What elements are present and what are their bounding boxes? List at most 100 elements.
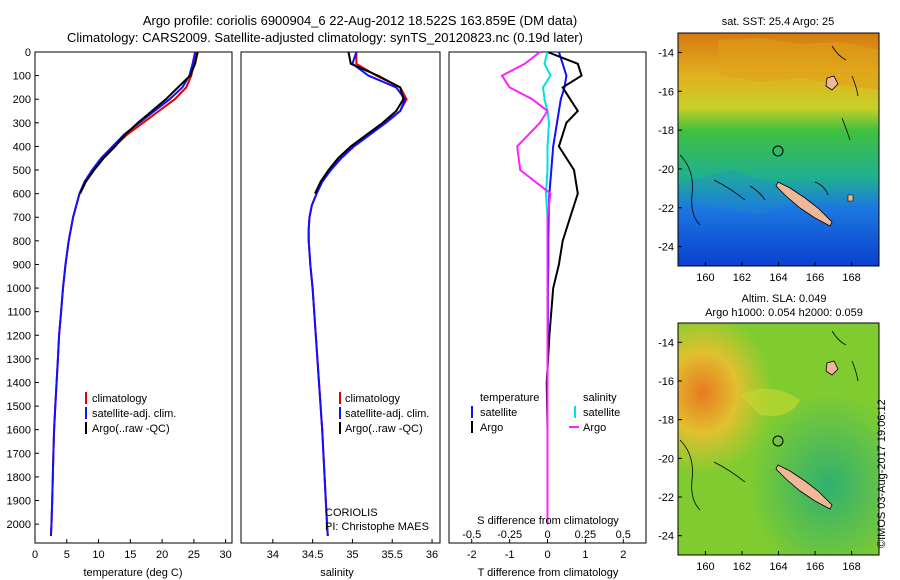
sla-map-title-line2: Argo h1000: 0.054 h2000: 0.059 [705, 307, 863, 319]
depth-tick-label: 1800 [7, 472, 31, 484]
depth-tick-label: 900 [13, 259, 31, 271]
x-tick-label: 15 [124, 549, 136, 561]
map-y-tick-label: -16 [658, 376, 674, 388]
t-difference-label: T difference from climatology [478, 567, 619, 579]
sla-low-patch [678, 323, 879, 555]
top-tick-label: 0.5 [616, 529, 631, 541]
depth-tick-label: 1300 [7, 354, 31, 366]
temperature-x-ticks: 0 5 10 15 20 25 30 [32, 539, 232, 561]
depth-tick-label: 0 [25, 47, 31, 59]
depth-tick-label: 800 [13, 236, 31, 248]
sla-map-ticks: 160 162 164 166 168 -14 -16 -18 -20 -22 -24 [658, 337, 861, 573]
salinity-x-ticks: 34 34.5 35 35.5 36 [267, 539, 438, 561]
figure-title-line2: Climatology: CARS2009. Satellite-adjuste… [67, 30, 583, 45]
difference-legend: temperature salinity satellite Argo sate… [471, 392, 620, 434]
sla-map-panel: Altim. SLA: 0.049 Argo h1000: 0.054 h200… [658, 293, 880, 573]
x-tick-label: 34.5 [302, 549, 323, 561]
legend-climatology-label: climatology [92, 393, 148, 405]
map-y-tick-label: -20 [658, 164, 674, 176]
argo-position-marker [772, 435, 784, 447]
temperature-xlabel: temperature (deg C) [83, 567, 182, 579]
series-line-temperature-satellite [546, 51, 568, 525]
top-tick-label: 0.25 [575, 529, 596, 541]
legend-climatology-label: climatology [345, 393, 401, 405]
map-x-tick-label: 164 [769, 272, 787, 284]
loyalty-island [847, 194, 854, 202]
depth-tick-label: 300 [13, 118, 31, 130]
depth-tick-label: 500 [13, 165, 31, 177]
new-caledonia-island [775, 181, 833, 227]
depth-tick-label: 2000 [7, 519, 31, 531]
depth-tick-label: 200 [13, 94, 31, 106]
x-tick-label: -2 [467, 549, 477, 561]
x-tick-label: 10 [92, 549, 104, 561]
salinity-xlabel: salinity [320, 567, 354, 579]
map-x-tick-label: 164 [769, 561, 787, 573]
sst-warm-patch [718, 38, 879, 90]
series-line-satellite-adj-clim- [307, 51, 407, 536]
salinity-legend: climatology satellite-adj. clim. Argo(..… [339, 392, 429, 435]
depth-tick-label: 1100 [7, 307, 31, 319]
top-tick-label: -0.5 [462, 529, 481, 541]
map-x-tick-label: 166 [806, 561, 824, 573]
s-difference-label: S difference from climatology [477, 515, 619, 527]
map-y-tick-label: -22 [658, 492, 674, 504]
x-tick-label: 34 [267, 549, 279, 561]
imos-timestamp: ©IMOS 03-Aug-2017 19:06:12 [876, 399, 888, 548]
map-y-tick-label: -24 [658, 242, 674, 254]
x-tick-label: 35 [346, 549, 358, 561]
map-y-tick-label: -24 [658, 531, 674, 543]
map-y-tick-label: -20 [658, 453, 674, 465]
new-caledonia-island [775, 464, 833, 510]
depth-tick-label: 1900 [7, 496, 31, 508]
temperature-panel: 0100200300400500600700800900100011001200… [7, 47, 233, 579]
map-x-tick-label: 162 [733, 561, 751, 573]
map-y-tick-label: -14 [658, 47, 674, 59]
legend-satellite-label: satellite-adj. clim. [92, 408, 176, 420]
x-tick-label: 20 [156, 549, 168, 561]
legend-salinity-satellite-label: satellite [583, 407, 620, 419]
difference-series [500, 51, 583, 525]
map-x-tick-label: 160 [696, 561, 714, 573]
depth-tick-label: 700 [13, 212, 31, 224]
legend-salinity-header: salinity [583, 392, 617, 404]
top-tick-label: -0.25 [497, 529, 522, 541]
temperature-legend: climatology satellite-adj. clim. Argo(..… [85, 392, 176, 435]
map-y-tick-label: -22 [658, 203, 674, 215]
depth-axis-ticks: 0 100 200 300 400 500 600 700 800 900 1000 1100 1200… [7, 47, 39, 531]
map-y-tick-label: -14 [658, 337, 674, 349]
x-tick-label: -1 [505, 549, 515, 561]
institution-label: CORIOLIS [325, 507, 378, 519]
depth-tick-label: 1200 [7, 330, 31, 342]
x-tick-label: 0 [32, 549, 38, 561]
map-x-tick-label: 166 [806, 272, 824, 284]
map-y-tick-label: -18 [658, 125, 674, 137]
series-line-temperature-argo [545, 51, 583, 525]
sst-map-title: sat. SST: 25.4 Argo: 25 [722, 16, 835, 28]
temperature-plot-frame [34, 51, 233, 544]
legend-temperature-argo-label: Argo [480, 422, 503, 434]
map-x-tick-label: 160 [696, 272, 714, 284]
series-line-satellite-adj-clim- [49, 51, 197, 536]
x-tick-label: 36 [426, 549, 438, 561]
salinity-plot-frame [240, 51, 441, 544]
salinity-panel: 34 34.5 35 35.5 36 salinity climatology sate… [240, 51, 441, 579]
x-tick-label: 1 [582, 549, 588, 561]
map-x-tick-label: 168 [842, 272, 860, 284]
bathymetry-contours [679, 45, 859, 226]
series-line-argo-raw-qc- [314, 51, 405, 195]
depth-tick-label: 1700 [7, 448, 31, 460]
legend-satellite-label: satellite-adj. clim. [345, 408, 429, 420]
x-tick-label: 0 [544, 549, 550, 561]
vanuatu-island [825, 75, 839, 91]
map-y-tick-label: -16 [658, 86, 674, 98]
difference-x-ticks: -2 -1 0 1 2 -0.5 -0.25 0 0.25 0.5 [462, 529, 631, 561]
figure-title-line1: Argo profile: coriolis 6900904_6 22-Aug-… [143, 13, 577, 28]
pi-label: PI: Christophe MAES [325, 521, 429, 533]
x-tick-label: 30 [220, 549, 232, 561]
depth-tick-label: 100 [13, 71, 31, 83]
series-line-climatology [49, 51, 198, 536]
argo-position-marker [772, 145, 784, 157]
temperature-series [49, 51, 199, 536]
